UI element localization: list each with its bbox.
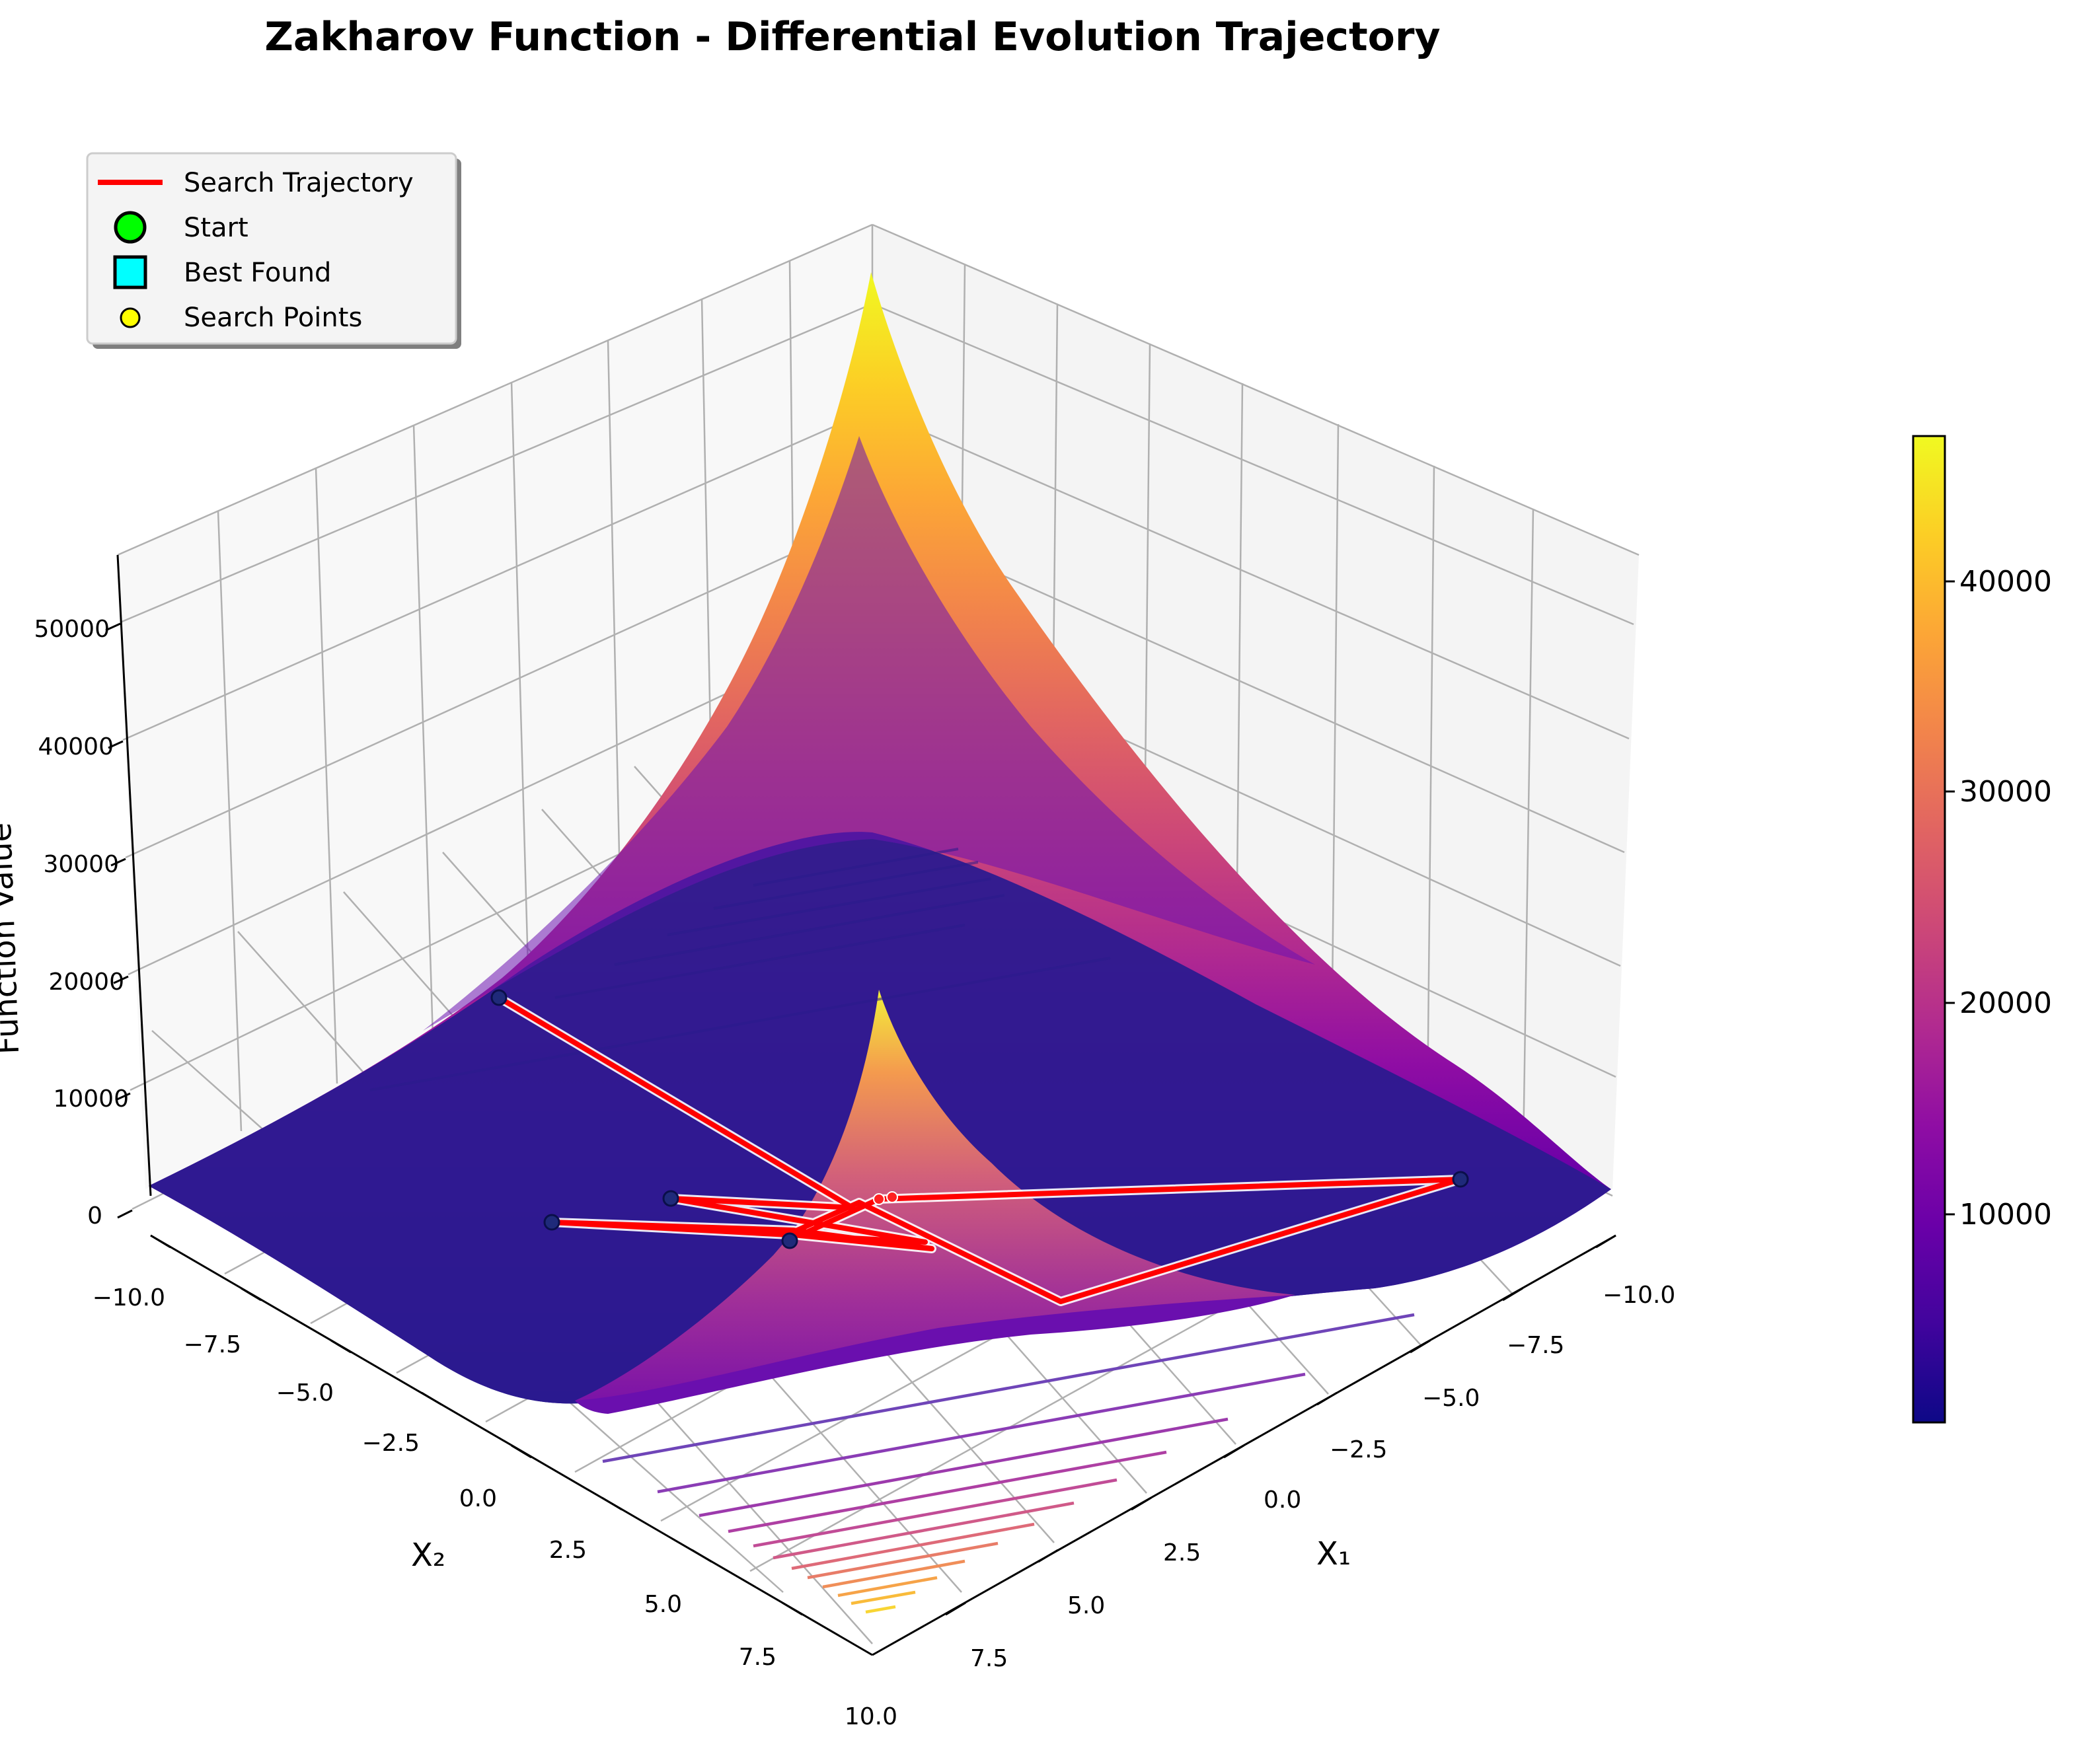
x2-tick-label: 7.5 [739,1644,776,1671]
x1-tick-label: −7.5 [1507,1332,1564,1359]
x1-tick-label: 0.0 [1264,1487,1301,1514]
legend-label: Search Trajectory [184,168,414,198]
z-tick-label: 50000 [34,616,110,643]
x1-tick-label: 7.5 [970,1645,1008,1672]
legend-label: Search Points [184,303,362,333]
x2-tick-label: 10.0 [845,1703,897,1730]
x1-tick-label: 2.5 [1163,1539,1201,1566]
floor-contours [602,1313,1415,1614]
z-tick-label: 30000 [43,851,119,878]
x1-tick-label: −2.5 [1330,1436,1387,1463]
x1-tick-label: −10.0 [1603,1282,1675,1309]
search-trajectory [490,989,1469,1306]
x2-axis-label: X₂ [411,1537,445,1574]
z-tick-label: 20000 [48,969,124,996]
search-point [543,1214,560,1231]
x1-axis-line [872,1234,1616,1656]
colorbar-tick-label: 40000 [1959,565,2052,599]
legend-best-marker [113,255,147,289]
legend-start-marker [114,211,147,244]
legend-label: Start [184,213,248,243]
x2-tick-label: −2.5 [362,1430,420,1457]
z-tick-label: 10000 [53,1085,129,1113]
x2-axis-ticks [150,1234,803,1616]
right-back-pane [872,225,1639,1189]
search-point [490,989,508,1006]
legend: Search Trajectory Start Best Found Searc… [86,152,461,349]
search-point [662,1190,679,1207]
x2-tick-labels: −10.0 −7.5 −5.0 −2.5 0.0 2.5 5.0 7.5 10.… [93,1284,897,1730]
search-point [873,1193,885,1205]
colorbar-tick-label: 10000 [1959,1198,2052,1231]
surface-stripes [369,848,1111,1091]
x1-axis-ticks [945,1234,1616,1616]
search-point [886,1191,898,1203]
zakharov-surface [149,272,1611,1414]
colorbar-tick-label: 30000 [1959,775,2052,809]
z-tick-label: 0 [87,1202,102,1230]
x2-tick-label: −5.0 [276,1379,334,1407]
legend-point-marker [120,307,141,328]
x1-axis-label: X₁ [1316,1535,1351,1572]
x2-tick-label: −10.0 [93,1284,165,1311]
z-axis-ticks [105,622,133,1219]
search-point [1452,1171,1469,1188]
x1-tick-label: 5.0 [1067,1592,1105,1619]
x2-axis-line [150,1234,873,1656]
surface-mid-region [423,436,1315,1031]
x1-tick-label: −5.0 [1422,1385,1480,1412]
x1-tick-labels: −10.0 −7.5 −5.0 −2.5 0.0 2.5 5.0 7.5 [970,1282,1675,1672]
z-axis-label: Function Value [0,822,26,1055]
chart-title: Zakharov Function - Differential Evoluti… [264,14,1440,60]
x2-tick-label: 0.0 [459,1485,497,1512]
colorbar-gradient [1912,435,1946,1424]
surface-front-lip [575,1295,1295,1414]
colorbar: 10000 20000 30000 40000 [1912,435,2052,1424]
x2-tick-label: −7.5 [184,1331,241,1358]
colorbar-tick-label: 20000 [1959,986,2052,1020]
axis-edges [116,554,1616,1656]
z-tick-labels: 0 10000 20000 30000 40000 50000 [34,616,129,1230]
x2-tick-label: 2.5 [549,1537,587,1564]
x2-tick-label: 5.0 [644,1591,682,1618]
legend-label: Best Found [184,258,331,288]
legend-box [86,152,457,345]
z-tick-label: 40000 [38,733,114,760]
left-back-pane [118,225,872,1189]
z-axis-line [116,554,152,1196]
search-point [781,1232,798,1249]
axes-panes [118,225,1639,1189]
